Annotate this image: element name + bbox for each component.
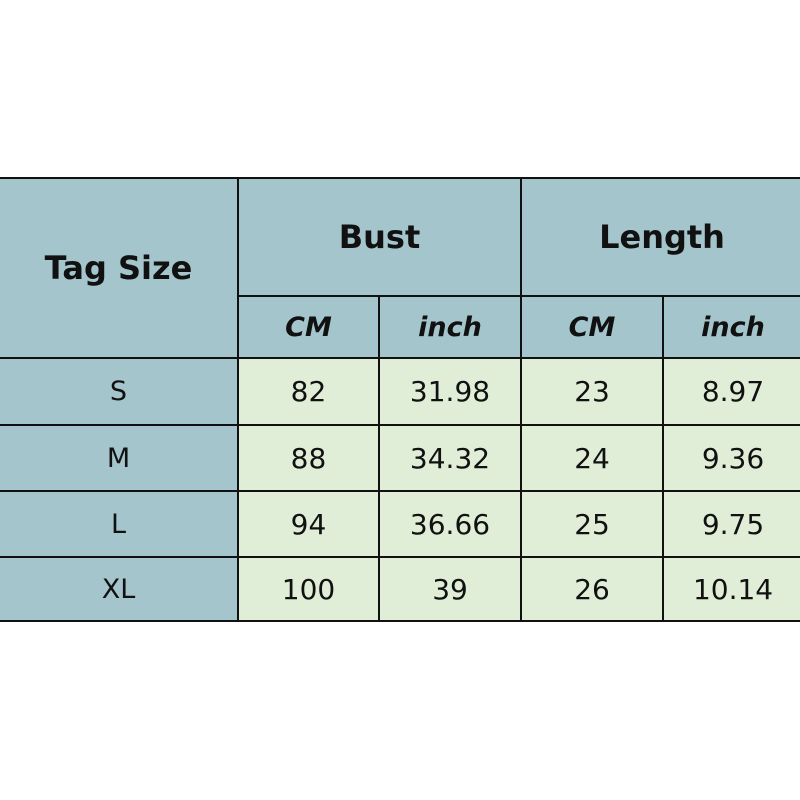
bust-cm-header: CM [237, 295, 380, 359]
bust-header: Bust [236, 177, 523, 297]
length-cm-cell: 23 [520, 357, 665, 426]
table-row: S 82 31.98 23 8.97 [0, 357, 800, 426]
length-header: Length [520, 177, 800, 297]
table-row: L 94 36.66 25 9.75 [0, 490, 800, 558]
table-row: XL 100 39 26 10.14 [0, 556, 800, 622]
bust-cm-cell: 94 [237, 490, 380, 558]
length-inch-cell: 9.36 [662, 424, 800, 492]
size-chart-table: Tag Size Bust Length CM inch CM inch S 8… [0, 177, 800, 622]
bust-cm-cell: 100 [237, 556, 380, 622]
length-inch-cell: 10.14 [662, 556, 800, 622]
size-cell: S [0, 357, 239, 426]
length-inch-cell: 9.75 [662, 490, 800, 558]
length-cm-cell: 25 [520, 490, 665, 558]
bust-inch-cell: 34.32 [377, 424, 523, 492]
size-cell: L [0, 490, 239, 558]
bust-inch-header: inch [377, 295, 523, 359]
table-row: M 88 34.32 24 9.36 [0, 424, 800, 492]
bust-inch-cell: 39 [377, 556, 523, 622]
bust-inch-cell: 31.98 [377, 357, 523, 426]
length-inch-cell: 8.97 [662, 357, 800, 426]
bust-inch-cell: 36.66 [377, 490, 523, 558]
tag-size-header: Tag Size [0, 177, 239, 359]
length-cm-header: CM [520, 295, 665, 359]
length-inch-header: inch [662, 295, 800, 359]
size-cell: XL [0, 556, 239, 622]
length-cm-cell: 24 [520, 424, 665, 492]
bust-cm-cell: 82 [237, 357, 380, 426]
length-cm-cell: 26 [520, 556, 665, 622]
bust-cm-cell: 88 [237, 424, 380, 492]
size-cell: M [0, 424, 239, 492]
